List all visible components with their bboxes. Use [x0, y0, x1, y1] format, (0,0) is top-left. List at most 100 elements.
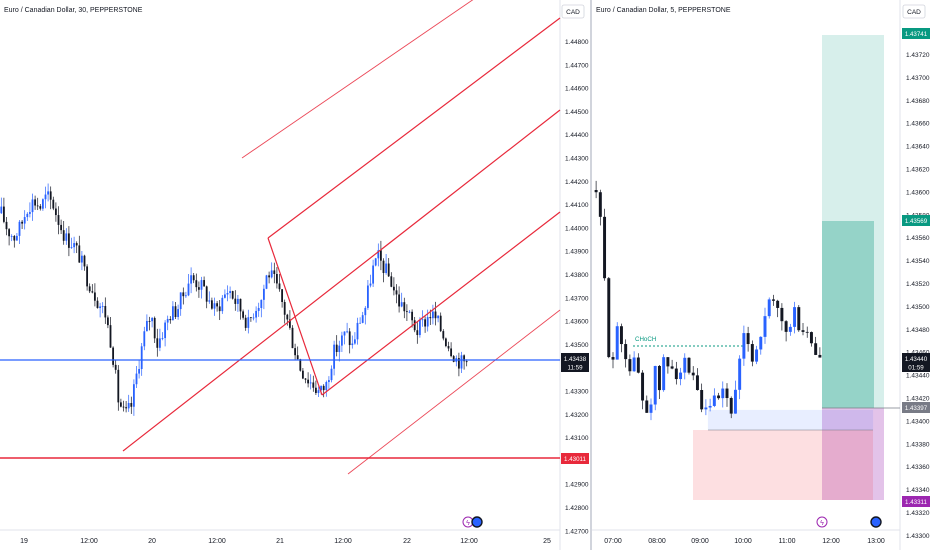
left-candle-body	[60, 224, 63, 231]
channel-lower-line[interactable]	[321, 211, 561, 396]
long-stop-zone[interactable]	[822, 408, 884, 500]
left-candle-body	[442, 331, 445, 339]
right-y-axis: 1.43720 1.43700 1.43680 1.43660 1.43640 1.436…	[906, 52, 930, 540]
right-plot-area[interactable]	[592, 0, 900, 530]
left-y-tick-label: 1.44200	[565, 179, 589, 186]
left-candle-body	[54, 208, 57, 216]
left-candle-body	[213, 303, 216, 309]
left-chart-panel[interactable]: Euro / Canadian Dollar, 30, PEPPERSTONE …	[0, 0, 589, 550]
left-candle-body	[0, 206, 3, 214]
left-y-tick-label: 1.44300	[565, 156, 589, 163]
channel-outer-upper-line[interactable]	[241, 0, 560, 159]
right-candle-body	[611, 357, 615, 360]
left-candle-body	[174, 306, 177, 318]
left-y-tick-label: 1.44000	[565, 225, 589, 232]
left-candle-body	[31, 199, 34, 213]
left-y-tick-label: 1.42900	[565, 482, 589, 489]
left-candle-body	[418, 319, 421, 336]
left-candle-body	[452, 356, 455, 362]
left-candle-body	[356, 322, 359, 340]
channel-upper-line[interactable]	[267, 17, 561, 239]
right-flash-event-icon[interactable]	[816, 516, 828, 528]
long-target-zone[interactable]	[822, 35, 884, 408]
right-currency-label: CAD	[907, 9, 921, 16]
left-candle-body	[392, 286, 395, 291]
left-candle-body	[249, 317, 252, 319]
left-candle-body	[101, 306, 104, 307]
left-candle-body	[294, 348, 297, 356]
right-y-tick-label: 1.43440	[906, 373, 930, 380]
left-candle-body	[426, 317, 429, 327]
long-tp1-zone[interactable]	[822, 221, 874, 408]
right-candle-body	[814, 343, 818, 355]
channel-handle-line[interactable]	[267, 237, 323, 396]
left-candle-body	[416, 330, 419, 336]
right-candle-body	[746, 333, 750, 345]
sell-zone-box[interactable]	[693, 430, 873, 500]
left-y-tick-label: 1.42700	[565, 528, 589, 535]
right-x-tick-label: 08:00	[648, 538, 666, 545]
left-y-tick-label: 1.44100	[565, 202, 589, 209]
left-candle-body	[182, 292, 185, 297]
left-candle-body	[226, 293, 229, 295]
right-candle-body	[788, 326, 792, 332]
right-candle-body	[666, 357, 670, 367]
right-candle-body	[759, 336, 763, 350]
left-candle-body	[335, 344, 338, 352]
long-position-tool[interactable]	[822, 35, 900, 500]
left-candle-body	[171, 306, 174, 321]
right-candle-body	[615, 326, 619, 360]
left-candle-body	[192, 275, 195, 281]
left-candle-body	[195, 280, 198, 288]
left-candle-body	[255, 310, 258, 318]
left-x-tick-label: 21	[276, 538, 284, 545]
right-candle-body	[733, 389, 737, 414]
left-y-tick-label: 1.43200	[565, 412, 589, 419]
right-candle-body	[628, 359, 632, 372]
left-candle-body	[429, 317, 432, 319]
right-y-tick-label: 1.43680	[906, 98, 930, 105]
left-candle-body	[73, 243, 76, 248]
right-candle-body	[784, 321, 788, 332]
left-candle-body	[62, 230, 65, 241]
left-candle-body	[403, 302, 406, 312]
left-candle-body	[307, 379, 310, 384]
right-x-tick-label: 12:00	[822, 538, 840, 545]
left-candle-body	[257, 307, 260, 311]
right-y-tick-label: 1.43420	[906, 396, 930, 403]
right-price-tag	[902, 353, 930, 372]
left-y-tick-label: 1.43600	[565, 319, 589, 326]
right-candle-body	[721, 388, 725, 399]
left-candle-body	[299, 359, 302, 371]
left-economic-event-icon[interactable]	[471, 516, 483, 528]
right-price-tag-countdown: 01:59	[908, 365, 924, 372]
right-candle-body	[729, 398, 733, 414]
target-price-value: 1.43741	[905, 31, 928, 38]
right-candle-body	[645, 400, 649, 413]
left-y-tick-label: 1.43100	[565, 435, 589, 442]
left-candle-body	[99, 306, 102, 309]
channel-outer-lower-line[interactable]	[347, 309, 561, 475]
left-support-tag-value: 1.43011	[564, 456, 586, 463]
left-candle-body	[351, 343, 354, 346]
panel-separator[interactable]	[590, 0, 592, 550]
left-y-tick-label: 1.43900	[565, 249, 589, 256]
left-candle-body	[223, 294, 226, 298]
left-candle-body	[49, 191, 52, 200]
left-candle-body	[145, 320, 148, 332]
right-currency-box[interactable]	[902, 4, 926, 19]
right-economic-event-icon[interactable]	[870, 516, 882, 528]
left-candle-body	[80, 255, 83, 263]
left-candle-body	[153, 317, 156, 339]
right-y-tick-label: 1.43320	[906, 510, 930, 517]
fvg-zone-box[interactable]	[708, 410, 873, 430]
right-chart-panel[interactable]: Euro / Canadian Dollar, 5, PEPPERSTONE C…	[592, 0, 930, 550]
left-candle-body	[421, 319, 424, 321]
channel-middle-line[interactable]	[122, 109, 561, 452]
left-candle-body	[405, 311, 408, 313]
left-candle-body	[309, 382, 312, 384]
left-candle-body	[369, 283, 372, 286]
left-x-tick-label: 12:00	[460, 538, 478, 545]
left-currency-box[interactable]	[561, 4, 585, 19]
left-flash-glyph-icon: ϟ	[466, 520, 470, 527]
